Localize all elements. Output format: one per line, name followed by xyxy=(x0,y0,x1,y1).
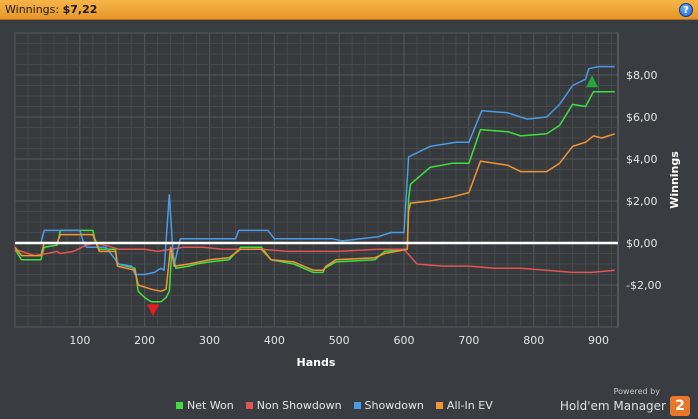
legend-label: Net Won xyxy=(187,399,234,412)
winnings-value: $7,22 xyxy=(62,3,98,16)
y-axis-label: Winnings xyxy=(668,151,681,209)
legend-item: Net Won xyxy=(176,399,234,412)
legend-label: Showdown xyxy=(364,399,424,412)
branding: Powered by Hold'em Manager 2 xyxy=(560,387,690,416)
x-axis-label: Hands xyxy=(297,356,336,369)
legend-swatch xyxy=(176,402,183,409)
help-icon[interactable]: ? xyxy=(679,3,693,17)
x-tick-label: 100 xyxy=(69,334,90,347)
legend-swatch xyxy=(245,402,253,409)
x-tick-label: 700 xyxy=(458,334,479,347)
series-net-won xyxy=(14,91,615,303)
y-tick-label: $2,00 xyxy=(626,195,658,208)
y-tick-label: $8,00 xyxy=(626,69,658,82)
y-tick-labels: $8,00 $6,00 $4,00 $2,00 $0,00 -$2,00 xyxy=(626,69,661,292)
x-tick-label: 200 xyxy=(134,334,155,347)
x-tick-label: 800 xyxy=(523,334,544,347)
legend: Net Won Non Showdown Showdown All-In EV xyxy=(176,399,493,412)
max-marker xyxy=(586,75,599,88)
x-tick-label: 900 xyxy=(588,334,609,347)
winnings-chart: 100 200 300 400 500 600 700 800 900 $8,00 $6,00 $4… xyxy=(14,32,681,369)
y-tick-label: $6,00 xyxy=(626,111,658,124)
winnings-label: Winnings: xyxy=(5,3,60,16)
y-tick-label: $0,00 xyxy=(626,237,658,250)
powered-by-text: Powered by xyxy=(613,387,660,396)
title-bar: Winnings: $7,22 ? xyxy=(0,0,698,20)
legend-label: All-In EV xyxy=(446,399,493,412)
y-tick-label: -$2,00 xyxy=(626,279,661,292)
legend-item: Showdown xyxy=(353,399,424,412)
winnings-title: Winnings: $7,22 xyxy=(5,3,97,16)
x-tick-label: 600 xyxy=(394,334,415,347)
x-tick-label: 400 xyxy=(264,334,285,347)
series-lines xyxy=(14,65,618,303)
legend-swatch xyxy=(353,402,361,409)
legend-item: All-In EV xyxy=(435,399,493,412)
series-all-in-ev xyxy=(14,133,616,293)
x-tick-labels: 100 200 300 400 500 600 700 800 900 xyxy=(69,334,609,347)
x-tick-label: 500 xyxy=(329,334,350,347)
hem2-logo-icon: 2 xyxy=(670,396,690,416)
x-tick-label: 300 xyxy=(199,334,220,347)
y-tick-label: $4,00 xyxy=(626,153,658,166)
markers xyxy=(147,75,599,317)
product-name: Hold'em Manager xyxy=(559,399,666,413)
series-non-showdown xyxy=(14,242,615,274)
series-showdown xyxy=(15,65,615,276)
legend-item: Non Showdown xyxy=(245,399,342,412)
legend-label: Non Showdown xyxy=(256,399,342,412)
legend-swatch xyxy=(435,402,443,409)
min-marker xyxy=(147,304,160,317)
